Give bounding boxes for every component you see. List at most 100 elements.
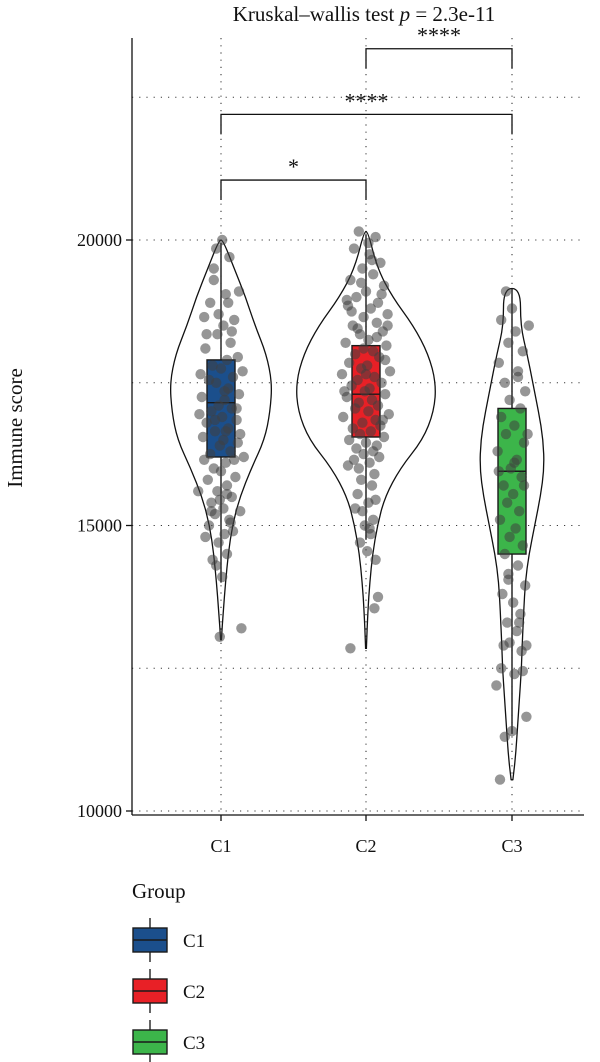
point-c2 bbox=[380, 389, 391, 400]
point-c1 bbox=[215, 466, 227, 477]
point-c2 bbox=[365, 426, 376, 437]
point-c3 bbox=[498, 480, 509, 491]
point-c2 bbox=[354, 428, 366, 440]
point-c3 bbox=[496, 314, 507, 326]
point-c1 bbox=[225, 446, 236, 457]
point-c2 bbox=[364, 457, 375, 468]
point-c3 bbox=[500, 286, 512, 297]
point-c1 bbox=[197, 431, 209, 443]
point-c1 bbox=[196, 391, 207, 403]
point-c3 bbox=[521, 640, 532, 651]
point-c1 bbox=[212, 329, 223, 340]
point-c2 bbox=[339, 386, 350, 397]
point-c2 bbox=[372, 400, 384, 411]
point-c3 bbox=[499, 548, 510, 560]
point-c2 bbox=[351, 291, 362, 303]
point-c3 bbox=[499, 731, 510, 742]
point-c2 bbox=[338, 411, 349, 423]
point-c1 bbox=[221, 488, 233, 500]
point-c2 bbox=[350, 403, 361, 414]
point-c2 bbox=[353, 463, 364, 474]
point-c1 bbox=[211, 377, 222, 388]
significance-label: **** bbox=[345, 88, 389, 113]
point-c1 bbox=[230, 471, 241, 483]
point-c3 bbox=[502, 497, 513, 508]
point-c2 bbox=[344, 357, 355, 368]
point-c3 bbox=[518, 437, 530, 448]
point-c1 bbox=[218, 503, 229, 514]
point-c2 bbox=[371, 331, 382, 343]
point-c3 bbox=[510, 326, 521, 337]
point-c2 bbox=[346, 306, 357, 317]
point-c1 bbox=[200, 343, 211, 354]
violin-c3 bbox=[479, 287, 545, 781]
point-c1 bbox=[220, 426, 231, 437]
significance-bracket bbox=[220, 179, 367, 201]
point-c3 bbox=[504, 531, 515, 543]
point-c1 bbox=[199, 311, 210, 323]
point-c2 bbox=[363, 406, 374, 417]
point-c3 bbox=[512, 560, 524, 571]
point-c1 bbox=[214, 631, 225, 642]
point-c1 bbox=[212, 486, 223, 497]
point-c1 bbox=[201, 329, 212, 340]
legend-label-c2: C2 bbox=[183, 982, 205, 1003]
point-c1 bbox=[201, 417, 212, 428]
point-c2 bbox=[382, 320, 393, 331]
point-c2 bbox=[342, 460, 354, 471]
point-c1 bbox=[218, 320, 229, 331]
point-c1 bbox=[225, 337, 236, 348]
point-c1 bbox=[206, 506, 217, 517]
point-c2 bbox=[340, 337, 351, 348]
point-c1 bbox=[221, 354, 233, 366]
point-c1 bbox=[225, 517, 236, 528]
point-c2 bbox=[364, 523, 375, 534]
point-c2 bbox=[368, 514, 379, 525]
y-tick-label: 10000 bbox=[77, 801, 122, 821]
point-c1 bbox=[227, 526, 239, 537]
point-c3 bbox=[508, 488, 519, 500]
point-c2 bbox=[369, 371, 380, 383]
point-c3 bbox=[517, 665, 528, 677]
point-c2 bbox=[344, 434, 355, 446]
point-c2 bbox=[359, 386, 370, 397]
point-c2 bbox=[345, 643, 356, 654]
point-c3 bbox=[493, 466, 504, 477]
point-c2 bbox=[356, 277, 367, 288]
point-c2 bbox=[360, 369, 372, 380]
point-c3 bbox=[503, 337, 514, 348]
y-tick-label: 15000 bbox=[77, 516, 122, 536]
point-c3 bbox=[503, 574, 514, 585]
point-c2 bbox=[380, 354, 391, 366]
point-c2 bbox=[363, 334, 374, 346]
point-c3 bbox=[517, 346, 528, 357]
point-c1 bbox=[221, 480, 233, 491]
point-c2 bbox=[357, 263, 368, 274]
point-c1 bbox=[207, 360, 218, 371]
point-layer bbox=[193, 226, 534, 785]
x-tick-label: C2 bbox=[355, 836, 376, 856]
point-c1 bbox=[213, 400, 224, 411]
point-c3 bbox=[504, 394, 515, 406]
point-c3 bbox=[496, 663, 507, 674]
legend-label-c3: C3 bbox=[183, 1033, 205, 1054]
point-c3 bbox=[515, 608, 526, 620]
tick-layer: 10000 15000 20000 C1 C2 C3 bbox=[77, 230, 523, 856]
point-c1 bbox=[238, 451, 249, 463]
chart-title: Kruskal–wallis test p = 2.3e-11 bbox=[233, 2, 495, 26]
point-c2 bbox=[358, 311, 369, 323]
point-c1 bbox=[208, 274, 219, 286]
point-c1 bbox=[213, 537, 224, 548]
point-c2 bbox=[370, 494, 381, 505]
point-c2 bbox=[376, 377, 387, 388]
point-c3 bbox=[498, 640, 509, 651]
point-c2 bbox=[384, 366, 396, 377]
point-c2 bbox=[360, 286, 372, 297]
point-c1 bbox=[203, 520, 215, 531]
point-c1 bbox=[233, 389, 245, 400]
x-tick-label: C3 bbox=[501, 836, 522, 856]
point-c1 bbox=[235, 428, 246, 440]
point-c2 bbox=[360, 437, 372, 448]
point-c1 bbox=[224, 251, 235, 263]
point-c1 bbox=[202, 474, 213, 485]
